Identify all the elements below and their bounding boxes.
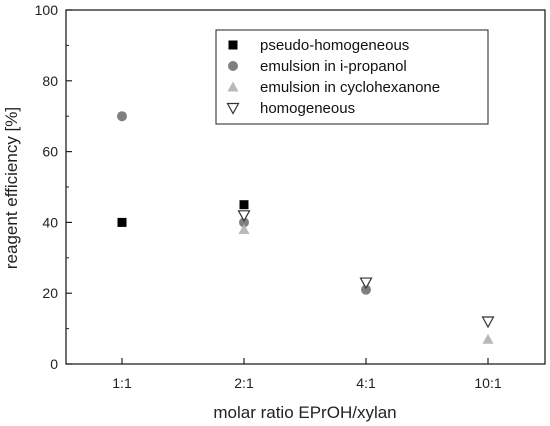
legend-label-pseudo-homogeneous: pseudo-homogeneous — [260, 37, 409, 54]
y-axis-ticks: 0 20 40 60 80 100 — [35, 2, 72, 372]
y-tick-label: 20 — [42, 285, 58, 301]
y-tick-label: 100 — [35, 2, 59, 18]
legend-marker-emulsion-in-i-propanol — [228, 61, 238, 71]
x-tick-label: 1:1 — [112, 375, 132, 391]
legend-label-emulsion-in-i-propanol: emulsion in i-propanol — [260, 58, 407, 75]
y-tick-label: 80 — [42, 73, 58, 89]
y-tick-label: 40 — [42, 214, 58, 230]
data-point-homogeneous — [359, 277, 373, 290]
legend-box — [215, 29, 489, 125]
data-point-emulsion-in-i-propanol — [361, 284, 371, 295]
legend: pseudo-homogeneous emulsion in i-propanol… — [215, 29, 489, 125]
data-point-emulsion-in-cyclohexanone — [482, 333, 494, 344]
legend-marker-pseudo-homogeneous — [228, 40, 238, 50]
data-point-emulsion-in-i-propanol — [117, 111, 127, 122]
x-axis-ticks: 1:1 2:1 4:1 10:1 — [112, 358, 502, 391]
data-point-homogeneous — [481, 316, 495, 329]
x-tick-label: 4:1 — [356, 375, 376, 391]
x-tick-label: 2:1 — [234, 375, 254, 391]
data-point-pseudo-homogeneous — [117, 217, 127, 227]
y-tick-label: 60 — [42, 144, 58, 160]
legend-marker-emulsion-in-cyclohexanone — [227, 81, 239, 92]
legend-marker-homogeneous — [226, 102, 240, 115]
data-point-pseudo-homogeneous — [239, 200, 249, 210]
data-point-homogeneous — [237, 210, 251, 223]
data-points — [117, 111, 495, 344]
data-point-emulsion-in-i-propanol — [239, 217, 249, 228]
legend-label-emulsion-in-cyclohexanone: emulsion in cyclohexanone — [260, 79, 440, 96]
x-tick-label: 10:1 — [474, 375, 501, 391]
legend-label-homogeneous: homogeneous — [260, 100, 355, 117]
data-point-emulsion-in-cyclohexanone — [238, 223, 250, 234]
y-tick-label: 0 — [50, 356, 58, 372]
x-axis-title: molar ratio EPrOH/xylan — [213, 403, 396, 422]
y-axis-title: reagent efficiency [%] — [2, 107, 21, 269]
